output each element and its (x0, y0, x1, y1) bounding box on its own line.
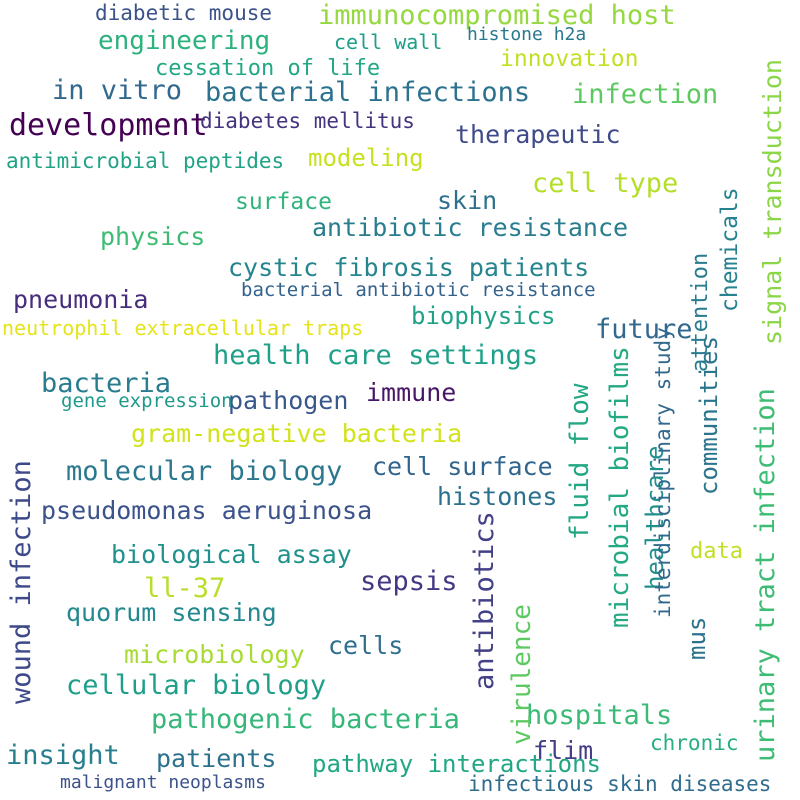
word: future (595, 314, 693, 345)
word: innovation (500, 46, 639, 72)
word: virulence (507, 604, 537, 745)
word: antimicrobial peptides (6, 149, 285, 173)
word: diabetic mouse (95, 1, 273, 25)
word: neutrophil extracellular traps (2, 316, 364, 340)
word: chemicals (717, 187, 743, 312)
word: insight (6, 740, 120, 771)
word: immunocompromised host (318, 0, 676, 31)
word: histone h2a (467, 24, 587, 45)
word: cystic fibrosis patients (228, 253, 590, 282)
word: interdisciplinary study (651, 327, 675, 618)
word: bacterial infections (205, 77, 531, 108)
word: cell wall (334, 30, 443, 54)
word: pneumonia (13, 285, 149, 314)
word: bacteria (41, 368, 172, 399)
word: skin (437, 186, 498, 215)
word: surface (235, 189, 332, 215)
word: cellular biology (66, 670, 327, 701)
word: attention (688, 252, 713, 372)
word: modeling (308, 144, 424, 172)
word: pathogenic bacteria (151, 704, 460, 735)
word: engineering (98, 26, 271, 56)
word: microbiology (124, 640, 305, 669)
word: in vitro (52, 75, 183, 106)
word: gram-negative bacteria (131, 419, 463, 448)
word: data (690, 539, 743, 564)
word: wound infection (6, 460, 37, 704)
word: patients (156, 744, 277, 773)
word: physics (100, 222, 206, 251)
word: molecular biology (66, 456, 343, 487)
word: microbial biofilms (605, 346, 635, 628)
word: hospitals (526, 700, 673, 731)
word: cells (328, 631, 404, 660)
word: therapeutic (455, 120, 621, 149)
word: biophysics (411, 302, 556, 330)
word: chronic (650, 731, 739, 755)
word: cessation of life (155, 56, 381, 81)
word: mus (683, 616, 711, 660)
word: development (9, 108, 208, 143)
word: bacterial antibiotic resistance (241, 279, 596, 301)
word: histones (437, 482, 558, 511)
word: pathogen (228, 386, 349, 415)
word: quorum sensing (66, 598, 277, 627)
word: cell surface (372, 452, 553, 481)
word: diabetes mellitus (200, 109, 415, 133)
word: infectious skin diseases (468, 772, 772, 796)
word: fluid flow (565, 383, 595, 540)
word: biological assay (111, 540, 352, 569)
word: infection (572, 79, 719, 110)
word: urinary tract infection (750, 388, 781, 762)
word: immune (366, 378, 457, 407)
word: malignant neoplasms (60, 772, 266, 793)
word: cell type (532, 168, 679, 199)
word: signal transduction (758, 59, 787, 345)
word: gene expression (61, 390, 233, 412)
word: pathway interactions (312, 750, 601, 778)
word: antibiotics (469, 511, 500, 690)
word: pseudomonas aeruginosa (41, 496, 373, 525)
word: sepsis (360, 566, 458, 597)
word: flim (533, 736, 594, 765)
word: health care settings (213, 340, 539, 371)
word: ll-37 (144, 573, 226, 604)
word: antibiotic resistance (312, 213, 629, 242)
